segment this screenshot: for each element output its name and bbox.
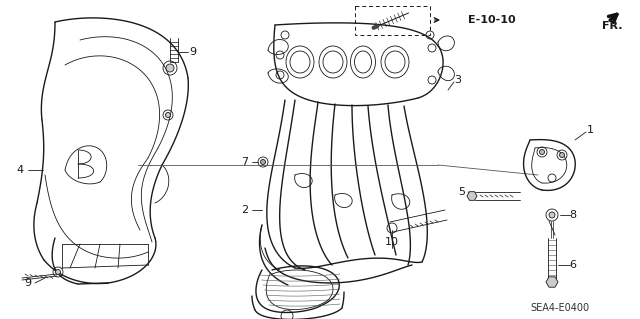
Text: 4: 4: [17, 165, 24, 175]
Polygon shape: [546, 277, 558, 287]
Text: 7: 7: [241, 157, 248, 167]
Circle shape: [549, 212, 555, 218]
Circle shape: [540, 150, 545, 154]
Text: 2: 2: [241, 205, 248, 215]
Text: 8: 8: [570, 210, 577, 220]
Text: 10: 10: [385, 237, 399, 247]
Text: 9: 9: [24, 278, 31, 288]
Text: FR.: FR.: [602, 21, 623, 31]
Polygon shape: [467, 192, 477, 200]
Circle shape: [166, 113, 170, 117]
Circle shape: [56, 270, 61, 275]
Circle shape: [559, 152, 564, 158]
Text: 3: 3: [454, 75, 461, 85]
Text: 6: 6: [570, 260, 577, 270]
Text: 1: 1: [586, 125, 593, 135]
Circle shape: [260, 160, 266, 165]
Text: 9: 9: [189, 47, 196, 57]
Circle shape: [166, 64, 174, 72]
Text: SEA4-E0400: SEA4-E0400: [531, 303, 589, 313]
Text: 5: 5: [458, 187, 465, 197]
Text: E-10-10: E-10-10: [468, 15, 516, 25]
